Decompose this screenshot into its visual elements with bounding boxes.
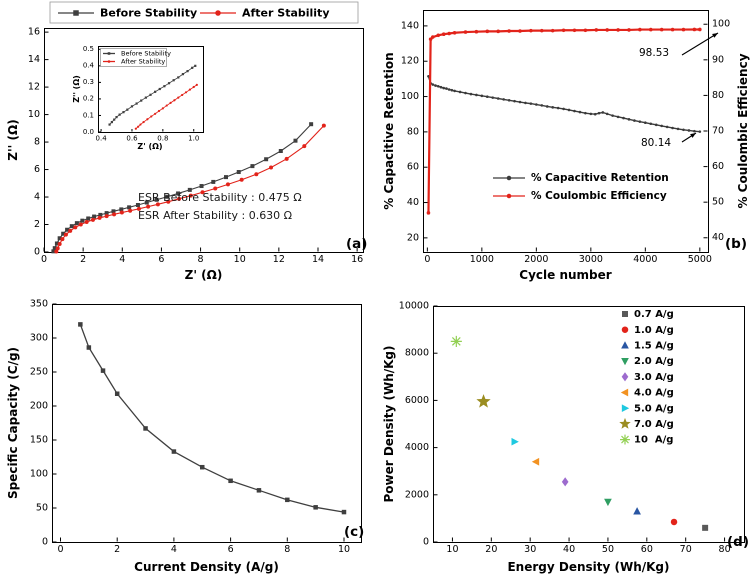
- panel-d-x-axis-label: Energy Density (Wh/Kg): [507, 560, 670, 574]
- panel-b-plot-canvas: [377, 0, 754, 294]
- panel-b-letter: (b): [725, 236, 748, 252]
- panel-a-x-axis-label: Z' (Ω): [184, 268, 223, 282]
- panel-d-ragone-plot: Energy Density (Wh/Kg) Power Density (Wh…: [377, 294, 754, 588]
- panel-c-plot-canvas: [0, 294, 377, 588]
- retention-value-annotation: 80.14: [641, 137, 672, 149]
- esr-before-annotation: ESR Before Stability : 0.475 Ω: [138, 191, 302, 204]
- efficiency-value-annotation: 98.53: [639, 47, 670, 59]
- panel-a-letter: (a): [346, 236, 368, 252]
- panel-c-y-axis-label: Specific Capacity (C/g): [6, 346, 20, 500]
- panel-b-x-axis-label: Cycle number: [519, 268, 612, 282]
- panel-d-plot-canvas: [377, 294, 754, 588]
- panel-b-left-y-axis-label: % Capacitive Retention: [382, 52, 396, 210]
- panel-d-letter: (d): [727, 534, 750, 550]
- panel-d-y-axis-label: Power Density (Wh/Kg): [382, 345, 396, 503]
- panel-a-plot-canvas: [0, 0, 377, 294]
- esr-after-annotation: ESR After Stability : 0.630 Ω: [138, 209, 293, 222]
- panel-b-cycling-stability-plot: Cycle number % Capacitive Retention % Co…: [377, 0, 754, 294]
- panel-b-right-y-axis-label: % Coulombic Efficiency: [736, 53, 750, 209]
- panel-c-x-axis-label: Current Density (A/g): [134, 560, 279, 574]
- panel-c-rate-capability-plot: Current Density (A/g) Specific Capacity …: [0, 294, 377, 588]
- panel-a-nyquist-plot: Z' (Ω) Z'' (Ω) ESR Before Stability : 0.…: [0, 0, 377, 294]
- panel-c-letter: (c): [344, 524, 365, 540]
- panel-a-y-axis-label: Z'' (Ω): [6, 119, 20, 161]
